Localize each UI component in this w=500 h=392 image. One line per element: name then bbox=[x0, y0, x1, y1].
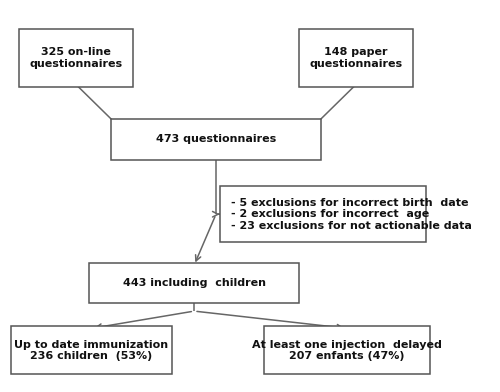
FancyBboxPatch shape bbox=[111, 119, 321, 160]
Text: 325 on-line
questionnaires: 325 on-line questionnaires bbox=[30, 47, 123, 69]
FancyBboxPatch shape bbox=[90, 263, 299, 303]
Text: - 5 exclusions for incorrect birth  date
- 2 exclusions for incorrect  age
- 23 : - 5 exclusions for incorrect birth date … bbox=[232, 198, 472, 231]
FancyBboxPatch shape bbox=[220, 187, 426, 242]
Text: At least one injection  delayed
207 enfants (47%): At least one injection delayed 207 enfan… bbox=[252, 339, 442, 361]
FancyBboxPatch shape bbox=[20, 29, 133, 87]
Text: 148 paper
questionnaires: 148 paper questionnaires bbox=[309, 47, 402, 69]
Text: Up to date immunization
236 children  (53%): Up to date immunization 236 children (53… bbox=[14, 339, 168, 361]
FancyBboxPatch shape bbox=[264, 327, 430, 374]
FancyBboxPatch shape bbox=[299, 29, 412, 87]
Text: 443 including  children: 443 including children bbox=[122, 278, 266, 288]
FancyBboxPatch shape bbox=[10, 327, 172, 374]
Text: 473 questionnaires: 473 questionnaires bbox=[156, 134, 276, 144]
